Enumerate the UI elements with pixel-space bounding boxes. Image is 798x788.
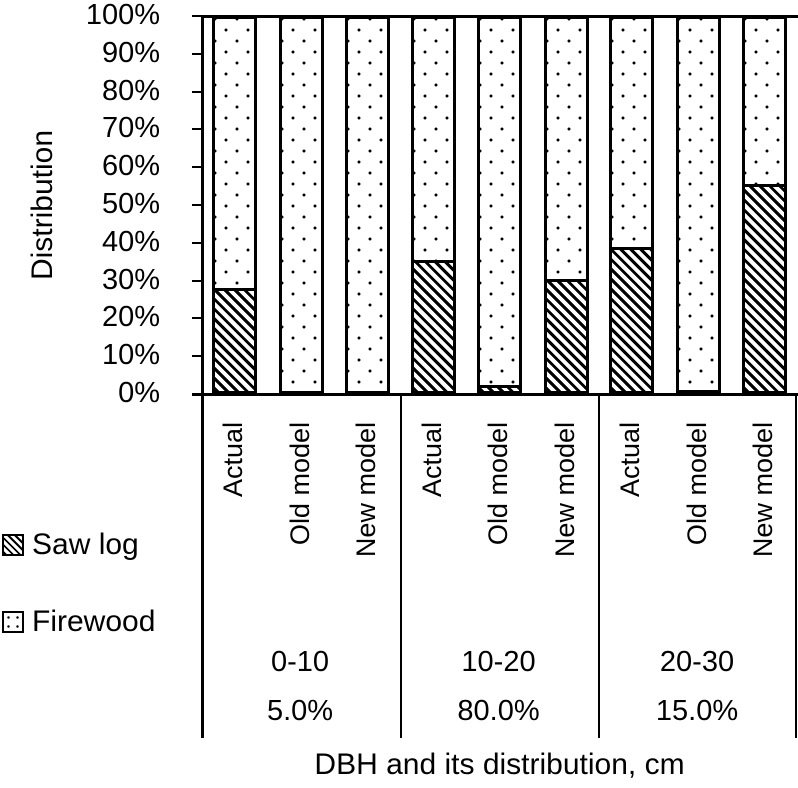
firewood-segment [742, 16, 787, 187]
y-tick-mark [192, 90, 201, 93]
group-range-label: 20-30 [659, 646, 735, 678]
group-share-label: 5.0% [266, 695, 334, 727]
y-tick-mark [192, 317, 201, 320]
saw-log-segment [410, 260, 456, 394]
category-label: Old model [681, 422, 712, 546]
group-range-label: 10-20 [461, 646, 536, 678]
saw-log-segment [212, 288, 257, 394]
category-label: Old model [483, 422, 513, 546]
y-tick-mark [192, 355, 201, 358]
firewood-segment [477, 16, 522, 388]
stacked-bar [212, 16, 257, 394]
category-label: Actual [416, 422, 447, 498]
y-tick-label: 80% [101, 74, 160, 107]
group-range-label: 0-10 [270, 646, 330, 678]
category-label: New model [549, 422, 580, 558]
legend-label-firewood: Firewood [32, 605, 156, 638]
saw-log-segment [742, 184, 787, 394]
x-axis-title: DBH and its distribution, cm [201, 748, 798, 782]
y-tick-mark [192, 241, 201, 244]
category-label: Old model [284, 422, 315, 546]
stacked-bar [742, 16, 787, 394]
stacked-bar [345, 16, 390, 394]
firewood-segment [675, 16, 721, 393]
stacked-bar [675, 16, 721, 396]
y-axis-line [201, 16, 204, 738]
group-divider [399, 394, 402, 738]
y-tick-mark [192, 128, 201, 131]
group-divider [598, 394, 600, 738]
stacked-bar [609, 16, 654, 394]
saw-log-segment [477, 385, 522, 394]
y-tick-label: 90% [101, 36, 160, 69]
y-tick-label: 70% [101, 112, 160, 145]
saw-log-swatch-icon [2, 534, 24, 556]
category-label: Actual [615, 422, 645, 498]
firewood-swatch-icon [2, 611, 24, 633]
y-tick-mark [192, 52, 201, 55]
firewood-segment [278, 16, 324, 394]
y-tick-label: 40% [101, 225, 160, 258]
firewood-segment [609, 16, 654, 250]
category-label: New model [351, 422, 381, 558]
y-tick-label: 20% [101, 301, 160, 334]
y-tick-mark [192, 166, 201, 169]
saw-log-segment [543, 279, 589, 394]
stacked-bar [543, 16, 589, 394]
stacked-bar [410, 16, 456, 394]
x-axis-baseline [192, 393, 798, 396]
y-tick-label: 10% [101, 339, 160, 372]
stacked-bar [477, 16, 522, 394]
y-tick-label: 30% [101, 263, 160, 296]
legend-item-saw-log: Saw log [2, 528, 139, 562]
firewood-segment [543, 16, 589, 282]
group-divider [795, 394, 797, 738]
y-tick-mark [192, 15, 201, 17]
category-label: Actual [218, 422, 248, 498]
legend-label-saw-log: Saw log [32, 528, 139, 561]
saw-log-segment [675, 390, 721, 396]
legend-item-firewood: Firewood [2, 605, 155, 639]
y-tick-mark [192, 279, 201, 282]
firewood-segment [212, 16, 257, 291]
group-share-label: 80.0% [457, 695, 540, 727]
x-axis-title-text: DBH and its distribution, cm [314, 748, 685, 781]
y-tick-label: 60% [101, 150, 160, 183]
group-share-label: 15.0% [655, 695, 739, 727]
y-tick-label: 50% [101, 188, 160, 220]
stacked-bar [278, 16, 324, 394]
saw-log-segment [609, 247, 654, 394]
category-label: New model [748, 422, 778, 558]
y-tick-label: 100% [85, 0, 160, 31]
firewood-segment [410, 16, 456, 263]
y-tick-label: 0% [118, 377, 160, 409]
y-tick-mark [192, 204, 201, 206]
firewood-segment [345, 16, 390, 394]
